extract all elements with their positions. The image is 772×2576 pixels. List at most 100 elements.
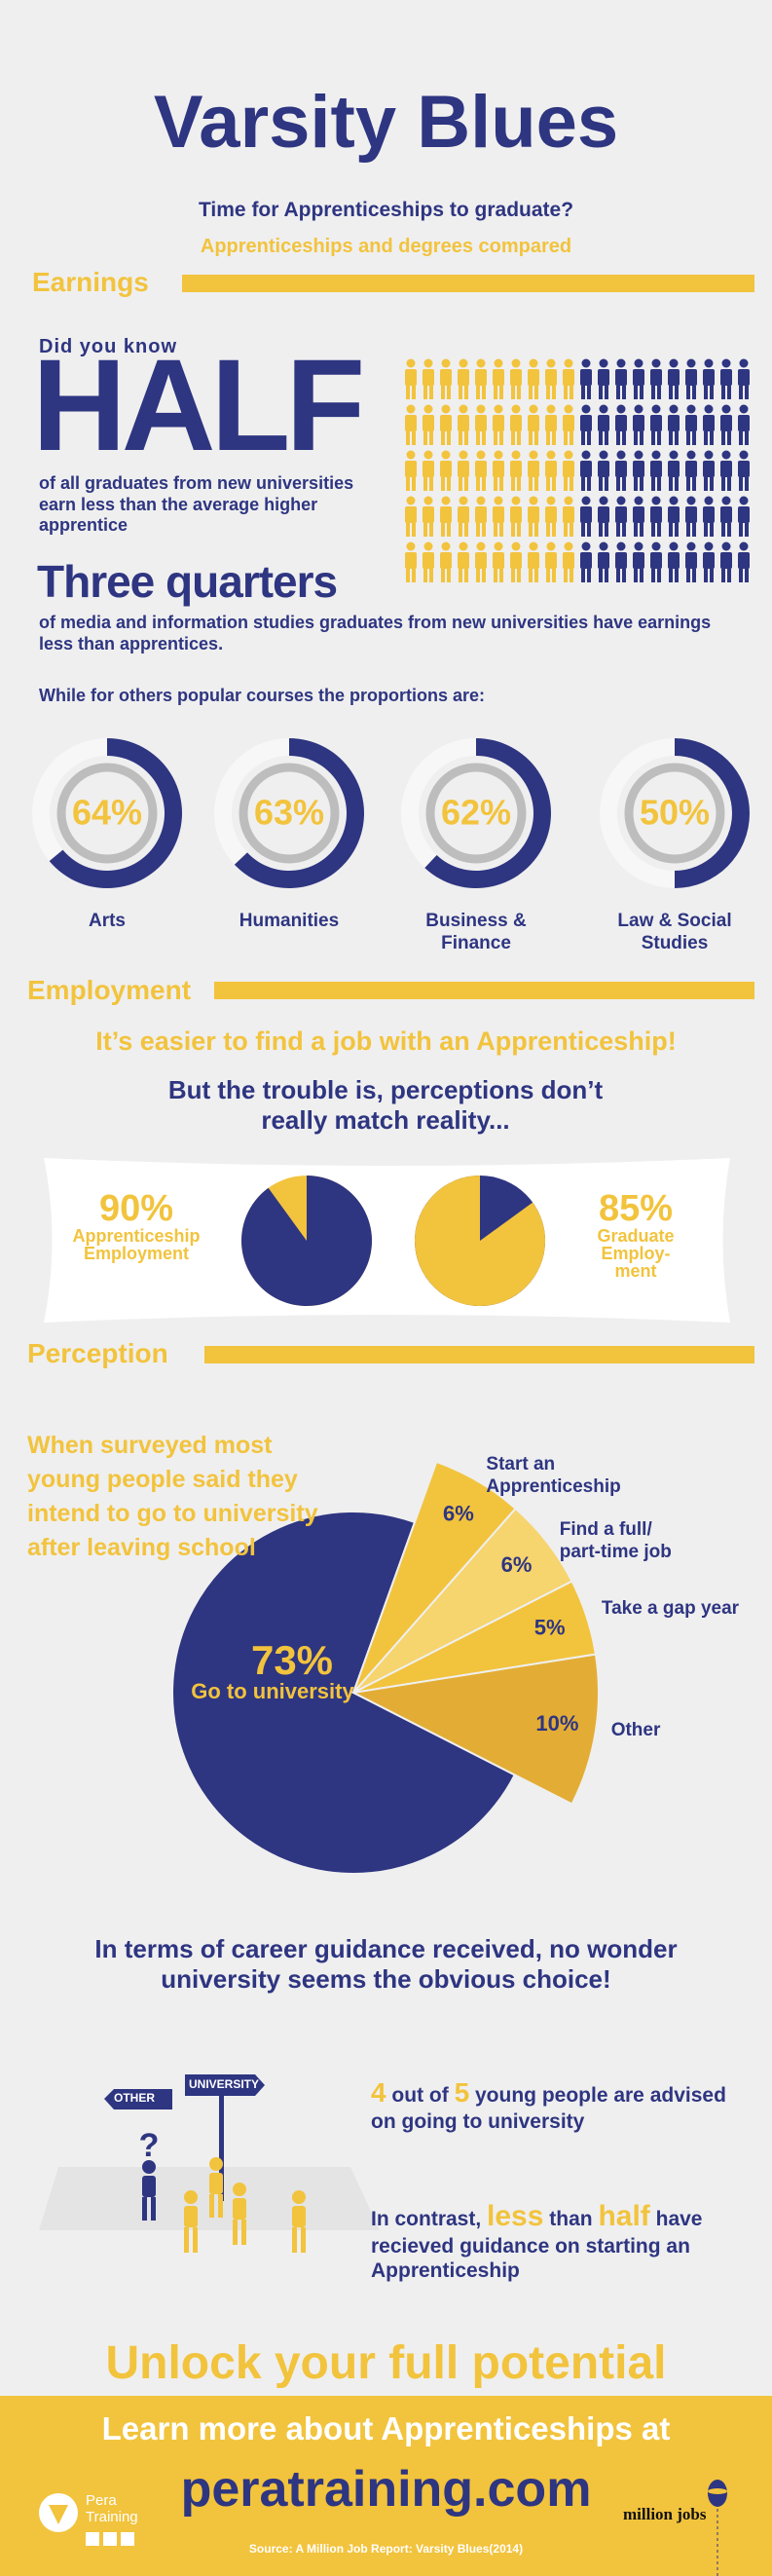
figure-body xyxy=(685,461,697,477)
figure-body xyxy=(738,552,750,569)
donut-category: Arts xyxy=(88,911,126,931)
figure-head xyxy=(511,358,521,368)
figure-body xyxy=(738,415,750,431)
donut-inner-ring xyxy=(239,763,340,864)
figure-leg xyxy=(657,523,661,537)
figure xyxy=(720,404,732,445)
figure-head xyxy=(564,541,573,551)
figure xyxy=(738,450,750,491)
figure-leg xyxy=(412,569,416,582)
person xyxy=(209,2157,223,2218)
figure-leg xyxy=(669,386,673,399)
figure-head xyxy=(651,450,661,460)
text: than xyxy=(549,2208,593,2230)
figure-head xyxy=(511,541,521,551)
figure xyxy=(440,496,452,537)
figure-body xyxy=(475,552,487,569)
slice-value: 6% xyxy=(501,1552,533,1577)
brand: Pera Training xyxy=(86,2492,138,2525)
figure-leg xyxy=(727,386,731,399)
figure xyxy=(685,541,697,582)
figure-leg xyxy=(669,477,673,491)
figure-body xyxy=(493,369,504,386)
figure-head xyxy=(669,450,679,460)
figure-leg xyxy=(605,569,608,582)
figure xyxy=(633,358,644,399)
figure xyxy=(720,496,732,537)
figure xyxy=(598,450,609,491)
figure-head xyxy=(704,450,714,460)
figure-body xyxy=(510,415,522,431)
figure-leg xyxy=(686,523,690,537)
figure-leg xyxy=(499,477,503,491)
figure-head xyxy=(441,358,451,368)
figure-leg xyxy=(464,569,468,582)
figure-leg xyxy=(552,569,556,582)
figure-body xyxy=(458,461,469,477)
figure-head xyxy=(546,358,556,368)
figure-leg xyxy=(570,386,573,399)
figure-head xyxy=(704,404,714,414)
figure-head xyxy=(704,358,714,368)
figure-head xyxy=(441,450,451,460)
figure-leg xyxy=(657,386,661,399)
figure-head xyxy=(441,541,451,551)
url[interactable]: peratraining.com xyxy=(180,2461,592,2518)
figure xyxy=(493,450,504,491)
figure-head xyxy=(721,404,731,414)
figure-leg xyxy=(616,523,620,537)
figure-leg xyxy=(570,477,573,491)
figure-leg xyxy=(745,569,749,582)
figure-leg xyxy=(675,523,679,537)
figure-leg xyxy=(564,386,568,399)
figure-leg xyxy=(599,386,603,399)
figure-body xyxy=(650,552,662,569)
figure-leg xyxy=(476,386,480,399)
donut-arc xyxy=(424,738,552,889)
figure-head xyxy=(634,404,643,414)
figure-head xyxy=(511,404,521,414)
figure-body xyxy=(650,369,662,386)
figure-head xyxy=(406,541,416,551)
figure-body xyxy=(493,415,504,431)
figure-body xyxy=(703,415,715,431)
figure xyxy=(668,404,680,445)
figure-body xyxy=(738,461,750,477)
figure-leg xyxy=(517,569,521,582)
figure-leg xyxy=(651,477,655,491)
figure-leg xyxy=(581,386,585,399)
figure-body xyxy=(668,506,680,523)
figure xyxy=(650,496,662,537)
intro: Did you know xyxy=(39,336,177,357)
figure-body xyxy=(615,415,627,431)
figure-head xyxy=(423,358,433,368)
figure-leg xyxy=(622,431,626,445)
figure-body xyxy=(423,461,434,477)
pie-value: 90% xyxy=(98,1188,174,1229)
figure xyxy=(668,450,680,491)
figure-head xyxy=(651,496,661,505)
figure-body xyxy=(668,369,680,386)
figure-leg xyxy=(429,477,433,491)
title: Varsity Blues xyxy=(153,81,619,164)
figure xyxy=(493,541,504,582)
figure-body xyxy=(510,552,522,569)
figure xyxy=(423,358,434,399)
slice-category: Find a full/ part-time job xyxy=(559,1518,672,1562)
figure-head xyxy=(494,496,503,505)
figure-head xyxy=(406,358,416,368)
figure xyxy=(633,541,644,582)
figure-leg xyxy=(704,523,708,537)
figure-leg xyxy=(564,523,568,537)
call-to-action: Unlock your full potential xyxy=(105,2337,667,2389)
learn-more: Learn more about Apprenticeships at xyxy=(101,2410,671,2446)
slice-value: 6% xyxy=(443,1501,474,1525)
figure-body xyxy=(545,461,557,477)
text: young people are advised on going to uni… xyxy=(371,2084,726,2133)
figure-leg xyxy=(464,386,468,399)
figure xyxy=(598,541,609,582)
figure xyxy=(563,496,574,537)
figure-leg xyxy=(657,431,661,445)
figure-head xyxy=(476,404,486,414)
figure-leg xyxy=(616,477,620,491)
